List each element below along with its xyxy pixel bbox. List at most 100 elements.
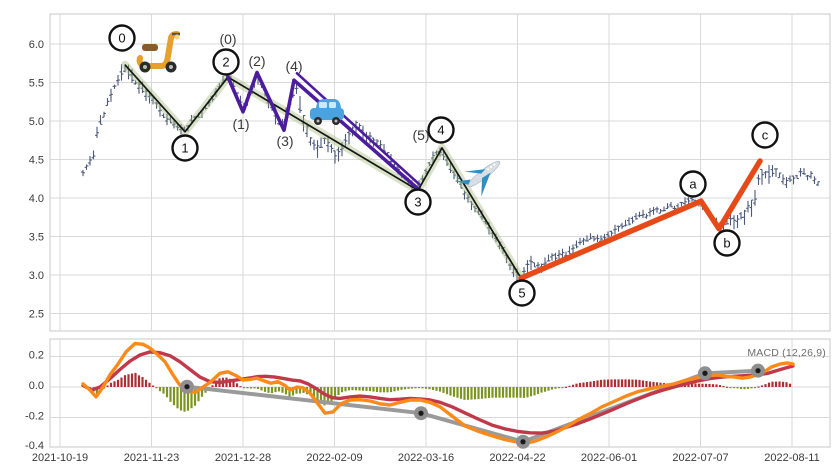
price-y-tick-label: 5.0 — [29, 116, 44, 128]
histogram-bar — [137, 375, 141, 387]
histogram-bar — [197, 387, 200, 402]
histogram-bar — [585, 382, 589, 387]
histogram-bar — [487, 387, 491, 399]
histogram-bar — [365, 387, 368, 391]
trend-dot[interactable] — [180, 379, 194, 394]
histogram-bar — [722, 385, 725, 388]
subwave-label-4: (4) — [285, 58, 302, 74]
histogram-bar — [606, 379, 610, 387]
histogram-bar — [421, 387, 424, 389]
trend-dot[interactable] — [414, 406, 428, 421]
histogram-bar — [473, 387, 477, 400]
histogram-bar — [340, 387, 344, 393]
wave-marker-label: 0 — [118, 31, 125, 46]
car-body — [310, 108, 344, 120]
trend-dot[interactable] — [698, 366, 712, 381]
histogram-bar — [641, 380, 645, 387]
x-tick-label: 2021-10-19 — [32, 452, 88, 464]
histogram-bar — [358, 387, 361, 391]
histogram-bar — [767, 382, 771, 387]
histogram-bar — [578, 382, 582, 387]
airplane-rotated — [456, 160, 501, 197]
histogram-bar — [704, 383, 708, 387]
scooter-headlight — [174, 34, 180, 40]
car-emoji[interactable] — [310, 99, 344, 125]
histogram-bar — [512, 387, 515, 398]
histogram-bar — [179, 387, 183, 411]
wave-marker-b[interactable]: b — [713, 229, 741, 257]
histogram-bar — [183, 387, 186, 412]
trend-dot[interactable] — [516, 434, 530, 449]
histogram-bar — [141, 377, 144, 387]
wave-marker-5[interactable]: 5 — [508, 279, 536, 307]
subwave-label-0: (0) — [219, 31, 236, 47]
histogram-bar — [603, 379, 606, 387]
macd-y-tick-label: 0.0 — [29, 380, 44, 392]
wave-marker-2[interactable]: 2 — [212, 48, 240, 76]
histogram-bar — [424, 387, 428, 389]
car-window-front — [319, 102, 327, 108]
histogram-bar — [536, 387, 540, 395]
x-tick-label: 2022-03-16 — [398, 452, 454, 464]
wave-marker-3[interactable]: 3 — [404, 188, 432, 216]
histogram-bar — [725, 386, 729, 388]
sub-wave-purple-channel-line — [295, 72, 421, 186]
histogram-bar — [337, 387, 340, 396]
scooter-emoji[interactable] — [136, 31, 181, 73]
histogram-bar — [508, 387, 512, 398]
histogram-bar — [459, 387, 463, 399]
histogram-bar — [263, 387, 267, 392]
histogram-bar — [491, 387, 494, 398]
histogram-bar — [648, 381, 652, 387]
histogram-bar — [309, 387, 312, 396]
histogram-bar — [127, 374, 130, 387]
abc-wave-line[interactable] — [518, 158, 763, 281]
histogram-bar — [526, 387, 529, 398]
x-tick-label: 2022-06-01 — [581, 452, 637, 464]
histogram-bar — [568, 385, 571, 387]
wave-marker-circle — [171, 134, 199, 162]
histogram-bar — [151, 385, 155, 387]
histogram-bar — [267, 387, 270, 393]
x-tick-label: 2021-12-28 — [215, 452, 271, 464]
histogram-bar — [319, 387, 323, 403]
airplane-window — [490, 165, 493, 168]
subwave-label-3: (3) — [276, 133, 293, 149]
wave-marker-label: 5 — [518, 286, 525, 301]
histogram-bar — [435, 387, 438, 391]
histogram-bar — [620, 379, 624, 387]
x-tick-label: 2022-08-11 — [764, 452, 819, 464]
wave-marker-c[interactable]: c — [751, 121, 779, 149]
histogram-bar — [445, 387, 449, 395]
elliott-wave-line[interactable] — [124, 64, 522, 279]
wave-marker-1[interactable]: 1 — [171, 134, 199, 162]
histogram-bar — [694, 383, 697, 387]
histogram-bar — [246, 387, 249, 389]
airplane-emoji[interactable] — [455, 151, 510, 203]
histogram-bar — [396, 387, 400, 391]
price-y-tick-label: 4.0 — [29, 193, 44, 205]
histogram-bar — [228, 378, 232, 387]
histogram-bar — [743, 387, 746, 390]
wave-marker-4[interactable]: 4 — [427, 116, 455, 144]
histogram-bar — [193, 387, 197, 406]
histogram-bar — [729, 387, 732, 389]
histogram-bar — [718, 385, 722, 387]
histogram-bar — [382, 387, 386, 393]
histogram-bar — [561, 387, 564, 389]
wave-marker-a[interactable]: a — [679, 170, 707, 198]
histogram-bar — [407, 387, 410, 389]
histogram-bar — [624, 379, 627, 387]
sub-wave-purple-line[interactable] — [226, 70, 420, 191]
trend-dot[interactable] — [751, 363, 765, 378]
histogram-bar — [316, 387, 319, 401]
histogram-bar — [312, 387, 316, 399]
wave-marker-label: 2 — [222, 55, 229, 70]
histogram-bar — [344, 387, 347, 392]
histogram-bar — [368, 387, 372, 392]
wave-marker-0[interactable]: 0 — [108, 24, 136, 52]
wave-marker-circle — [679, 170, 707, 198]
wave-marker-circle — [508, 279, 536, 307]
